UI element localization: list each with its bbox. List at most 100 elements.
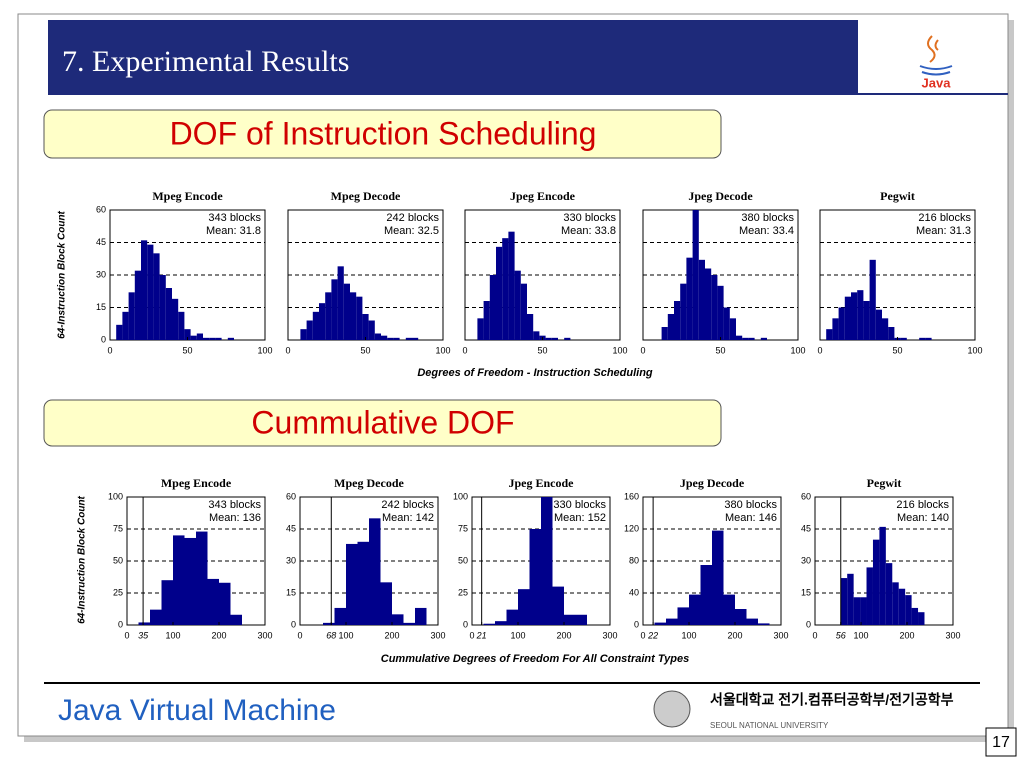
bar <box>178 311 185 340</box>
bar <box>215 337 222 340</box>
slide-title: 7. Experimental Results <box>62 45 349 78</box>
annotation: 380 blocks <box>741 212 794 224</box>
bar <box>853 597 861 625</box>
bar <box>134 270 141 340</box>
bar <box>866 567 873 625</box>
annotation: 242 blocks <box>381 499 434 511</box>
bar <box>374 333 381 340</box>
x-tick-label: 100 <box>338 630 353 640</box>
bar <box>319 303 326 340</box>
bar <box>331 279 338 340</box>
bar <box>746 618 758 625</box>
annotation: 242 blocks <box>386 212 439 224</box>
y-axis-label: 64-Instruction Block Count <box>77 495 88 623</box>
bar <box>911 607 919 625</box>
bar <box>564 337 571 340</box>
x-tick-label: 100 <box>165 630 180 640</box>
x-tick-label: 100 <box>435 345 450 355</box>
bar <box>760 337 767 340</box>
bar <box>723 594 735 625</box>
annotation: Mean: 140 <box>897 512 949 524</box>
bar <box>203 337 210 340</box>
x-tick-label: 0 <box>124 630 129 640</box>
y-tick-label: 0 <box>806 619 811 629</box>
annotation: 216 blocks <box>918 212 971 224</box>
x-tick-label: 100 <box>612 345 627 355</box>
bar <box>506 609 518 625</box>
y-tick-label: 50 <box>113 555 123 565</box>
bar <box>508 231 515 340</box>
chart-title: Mpeg Decode <box>334 476 404 490</box>
bar <box>387 337 394 340</box>
x-tick-label: 0 <box>297 630 302 640</box>
y-tick-label: 45 <box>801 523 811 533</box>
bar <box>698 259 705 340</box>
bar <box>705 268 712 340</box>
bar <box>692 210 699 340</box>
bar <box>520 283 527 340</box>
bar <box>393 337 400 340</box>
bar <box>227 337 234 340</box>
annotation: 343 blocks <box>208 212 261 224</box>
bar <box>840 578 848 625</box>
x-tick-label: 300 <box>430 630 445 640</box>
x-tick-label: 50 <box>537 345 547 355</box>
x-tick-label: 68 <box>326 630 336 640</box>
y-tick-label: 60 <box>96 204 106 214</box>
bar <box>860 597 867 625</box>
bar <box>209 337 216 340</box>
bar <box>337 266 344 340</box>
bar <box>153 253 160 340</box>
x-tick-label: 200 <box>211 630 226 640</box>
bar <box>173 535 185 625</box>
bar <box>533 331 540 340</box>
y-tick-label: 15 <box>96 302 106 312</box>
bar <box>369 518 381 625</box>
x-tick-label: 200 <box>727 630 742 640</box>
bar <box>826 329 833 340</box>
x-tick-label: 300 <box>773 630 788 640</box>
bar <box>483 623 495 625</box>
bar <box>857 290 864 340</box>
bar <box>230 614 242 625</box>
y-tick-label: 80 <box>629 555 639 565</box>
bar <box>128 292 135 340</box>
bar <box>141 240 148 340</box>
bar <box>717 285 724 340</box>
section-title: Cummulative DOF <box>251 404 514 440</box>
bar <box>575 614 587 625</box>
bar <box>496 246 503 340</box>
x-tick-label: 100 <box>790 345 805 355</box>
annotation: Mean: 33.8 <box>561 225 616 237</box>
bar <box>667 314 674 340</box>
y-tick-label: 25 <box>113 587 123 597</box>
bar <box>832 318 839 340</box>
bar <box>495 621 507 625</box>
x-tick-label: 100 <box>257 345 272 355</box>
bar <box>736 335 743 340</box>
java-steam <box>927 35 939 63</box>
bar <box>184 537 196 625</box>
x-tick-label: 50 <box>892 345 902 355</box>
chart-title: Mpeg Decode <box>331 189 401 203</box>
chart-title: Jpeg Decode <box>680 476 745 490</box>
bar <box>190 335 197 340</box>
bar <box>851 292 858 340</box>
x-tick-label: 100 <box>853 630 868 640</box>
bar <box>898 588 906 625</box>
y-tick-label: 60 <box>286 491 296 501</box>
y-tick-label: 160 <box>624 491 639 501</box>
bar <box>686 257 693 340</box>
bar <box>300 329 307 340</box>
bar <box>159 275 166 340</box>
annotation: Mean: 136 <box>209 512 261 524</box>
bar <box>892 582 899 625</box>
bar <box>362 314 369 340</box>
bar <box>502 238 509 340</box>
page-box <box>985 727 1017 757</box>
bar <box>541 497 553 625</box>
x-tick-label: 100 <box>681 630 696 640</box>
chart-title: Jpeg Decode <box>688 189 753 203</box>
section-title: DOF of Instruction Scheduling <box>170 115 597 151</box>
